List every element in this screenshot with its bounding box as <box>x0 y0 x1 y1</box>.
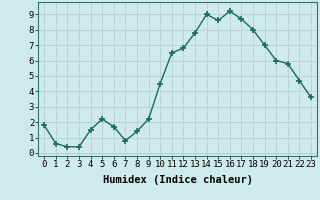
X-axis label: Humidex (Indice chaleur): Humidex (Indice chaleur) <box>103 175 252 185</box>
